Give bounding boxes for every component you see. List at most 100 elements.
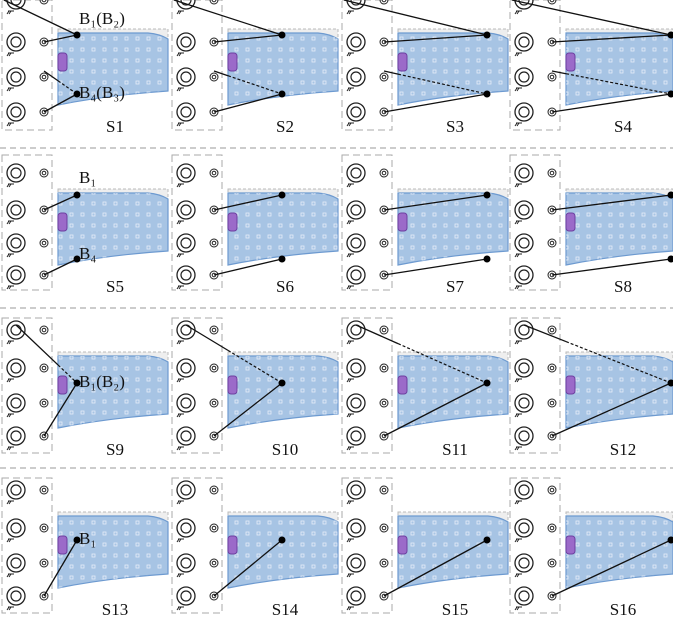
pulley-inner	[382, 488, 386, 492]
ring	[7, 33, 25, 51]
pulley-inner	[550, 171, 554, 175]
ring-inner	[519, 270, 529, 280]
sheet-grid	[566, 356, 673, 428]
pulley-inner	[212, 488, 216, 492]
pulley-inner	[212, 401, 216, 405]
pulley	[40, 169, 48, 177]
ring	[7, 519, 25, 537]
pulley	[210, 326, 218, 334]
ring-inner	[519, 523, 529, 533]
pulley	[380, 399, 388, 407]
ground	[7, 341, 14, 344]
panel: S12	[510, 318, 673, 459]
ground	[177, 184, 184, 187]
ground	[347, 221, 354, 224]
ring	[7, 201, 25, 219]
ground	[177, 574, 184, 577]
ring	[347, 68, 365, 86]
pulley-inner	[212, 526, 216, 530]
pulley	[548, 399, 556, 407]
ring	[515, 33, 533, 51]
ring-inner	[11, 168, 21, 178]
anchor-point	[74, 32, 81, 39]
ground	[177, 379, 184, 382]
ground	[177, 447, 184, 450]
ring	[347, 201, 365, 219]
ground	[7, 286, 14, 289]
ring-inner	[351, 107, 361, 117]
pulley	[380, 364, 388, 372]
pulley-inner	[212, 241, 216, 245]
pulley-inner	[42, 401, 46, 405]
pulley	[548, 73, 556, 81]
ground	[7, 221, 14, 224]
pulley-inner	[550, 241, 554, 245]
ground	[7, 447, 14, 450]
ring-inner	[11, 591, 21, 601]
actuator	[58, 53, 67, 71]
pulley-inner	[212, 366, 216, 370]
pulley	[548, 239, 556, 247]
actuator	[228, 376, 237, 394]
panel: S3	[342, 0, 508, 136]
ring-inner	[519, 107, 529, 117]
ground	[515, 414, 522, 417]
pulley	[40, 559, 48, 567]
ground	[177, 607, 184, 610]
ring	[177, 103, 195, 121]
pulley	[380, 326, 388, 334]
ground	[7, 414, 14, 417]
actuator	[58, 536, 67, 554]
pulley-inner	[550, 366, 554, 370]
anchor-point	[279, 91, 286, 98]
annotation: B₁	[79, 529, 96, 548]
ground	[515, 379, 522, 382]
ground	[177, 414, 184, 417]
frame	[342, 478, 392, 613]
ring-inner	[11, 325, 21, 335]
anchor-point	[484, 32, 491, 39]
anchor-point	[279, 380, 286, 387]
panel-label: S15	[442, 600, 468, 619]
ring	[347, 234, 365, 252]
panel-label: S3	[446, 117, 464, 136]
ring-inner	[181, 37, 191, 47]
ring-inner	[181, 591, 191, 601]
ring	[177, 234, 195, 252]
panel-label: S9	[106, 440, 124, 459]
anchor-point	[279, 256, 286, 263]
ground	[515, 574, 522, 577]
ring	[7, 427, 25, 445]
ground	[515, 123, 522, 126]
ring	[347, 164, 365, 182]
ground	[177, 539, 184, 542]
ring	[347, 321, 365, 339]
actuator	[566, 53, 575, 71]
ring-inner	[519, 558, 529, 568]
ring	[7, 164, 25, 182]
ring-inner	[181, 363, 191, 373]
ground	[177, 88, 184, 91]
pulley	[210, 239, 218, 247]
panel: S11	[342, 318, 508, 459]
ring	[177, 164, 195, 182]
panel: B₁B₄S5	[2, 155, 168, 296]
pulley	[210, 73, 218, 81]
actuator	[566, 536, 575, 554]
ring	[515, 359, 533, 377]
actuator	[58, 376, 67, 394]
pulley	[210, 364, 218, 372]
ground	[177, 286, 184, 289]
ground	[7, 607, 14, 610]
actuator	[398, 213, 407, 231]
anchor-point	[279, 32, 286, 39]
pulley-inner	[212, 561, 216, 565]
ground	[347, 574, 354, 577]
sheet-grid	[58, 516, 168, 588]
ring	[7, 394, 25, 412]
ground	[515, 501, 522, 504]
panel-label: S13	[102, 600, 128, 619]
ring-inner	[181, 523, 191, 533]
ring-inner	[351, 431, 361, 441]
ring	[515, 587, 533, 605]
